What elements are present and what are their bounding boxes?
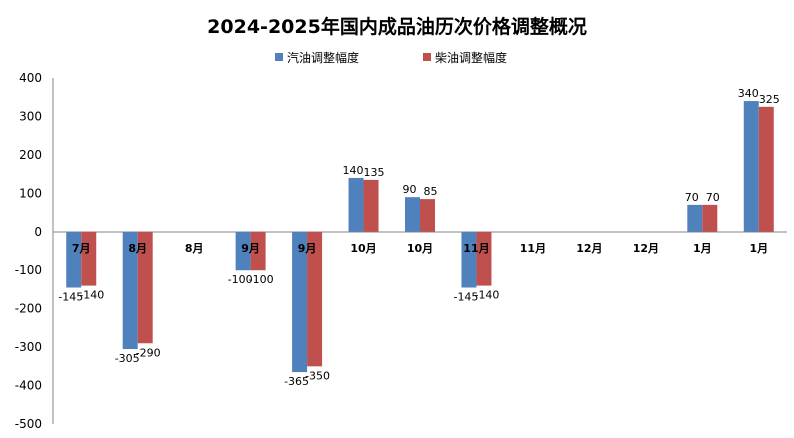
bar-series [66,101,774,373]
bar-diesel [420,199,435,232]
bar-diesel [307,231,323,367]
x-category-label: 9月 [241,242,260,255]
y-tick-label: -300 [15,340,42,354]
x-category-label: 10月 [407,242,433,255]
y-tick-label: 100 [19,186,42,200]
data-label-diesel: -100 [249,273,274,286]
bar-gasoline [66,231,82,288]
y-tick-label: 0 [34,225,42,239]
data-label-gasoline: 90 [403,183,417,196]
x-category-label: 1月 [693,242,712,255]
bar-gasoline [687,204,703,232]
data-label-diesel: -350 [305,369,330,382]
data-label-diesel: -290 [136,346,161,359]
data-label-gasoline: -365 [284,375,309,388]
x-category-label: 1月 [749,242,768,255]
x-category-label: 8月 [185,242,204,255]
x-category-label: 11月 [520,242,546,255]
y-axis-ticks: -500 -400 -300 -200 -100 0 100 200 300 400 [15,71,42,431]
data-label-gasoline: 70 [685,191,699,204]
bar-diesel [702,204,718,232]
y-tick-label: -200 [15,302,42,316]
data-label-gasoline: -145 [453,291,478,304]
bar-gasoline [122,231,138,350]
data-label-gasoline: 340 [738,87,759,100]
data-label-diesel: -140 [474,289,499,302]
bar-gasoline [743,101,759,232]
legend: 汽油调整幅度 柴油调整幅度 [275,50,507,65]
data-label-gasoline: 140 [343,164,364,177]
chart-title: 2024-2025年国内成品油历次价格调整概况 [207,15,587,38]
y-tick-label: -400 [15,379,42,393]
bar-diesel [758,106,774,232]
category-labels: 7月 8月 8月 9月 9月 10月 10月 11月 11月 12月 12月 1月 1月 [72,242,768,255]
bar-diesel [363,179,379,232]
x-category-label: 11月 [463,242,489,255]
data-label-diesel: 70 [706,191,720,204]
bar-diesel [250,231,266,271]
legend-swatch-gasoline [275,53,283,61]
bar-diesel [137,231,153,344]
bar-diesel [81,231,97,286]
data-label-diesel: 85 [424,185,438,198]
x-category-label: 12月 [633,242,659,255]
legend-swatch-diesel [423,53,431,61]
x-category-label: 9月 [298,242,317,255]
bar-gasoline [461,231,477,288]
y-tick-label: 400 [19,71,42,85]
bar-gasoline [405,197,420,232]
data-label-gasoline: -100 [228,273,253,286]
y-tick-label: 300 [19,109,42,123]
y-tick-label: -100 [15,263,42,277]
x-category-label: 12月 [576,242,602,255]
y-tick-label: 200 [19,148,42,162]
x-category-label: 10月 [350,242,376,255]
data-label-diesel: -140 [79,289,104,302]
data-label-diesel: 135 [364,166,385,179]
bar-gasoline [292,231,308,373]
y-tick-label: -500 [15,417,42,431]
legend-label-gasoline: 汽油调整幅度 [287,50,359,65]
data-label-gasoline: -145 [58,291,83,304]
bar-gasoline [348,177,364,232]
x-category-label: 7月 [72,242,91,255]
bar-gasoline [235,231,251,271]
x-category-label: 8月 [128,242,147,255]
legend-label-diesel: 柴油调整幅度 [435,50,507,65]
bar-diesel [476,231,492,286]
data-label-diesel: 325 [759,93,780,106]
data-label-gasoline: -305 [115,352,140,365]
